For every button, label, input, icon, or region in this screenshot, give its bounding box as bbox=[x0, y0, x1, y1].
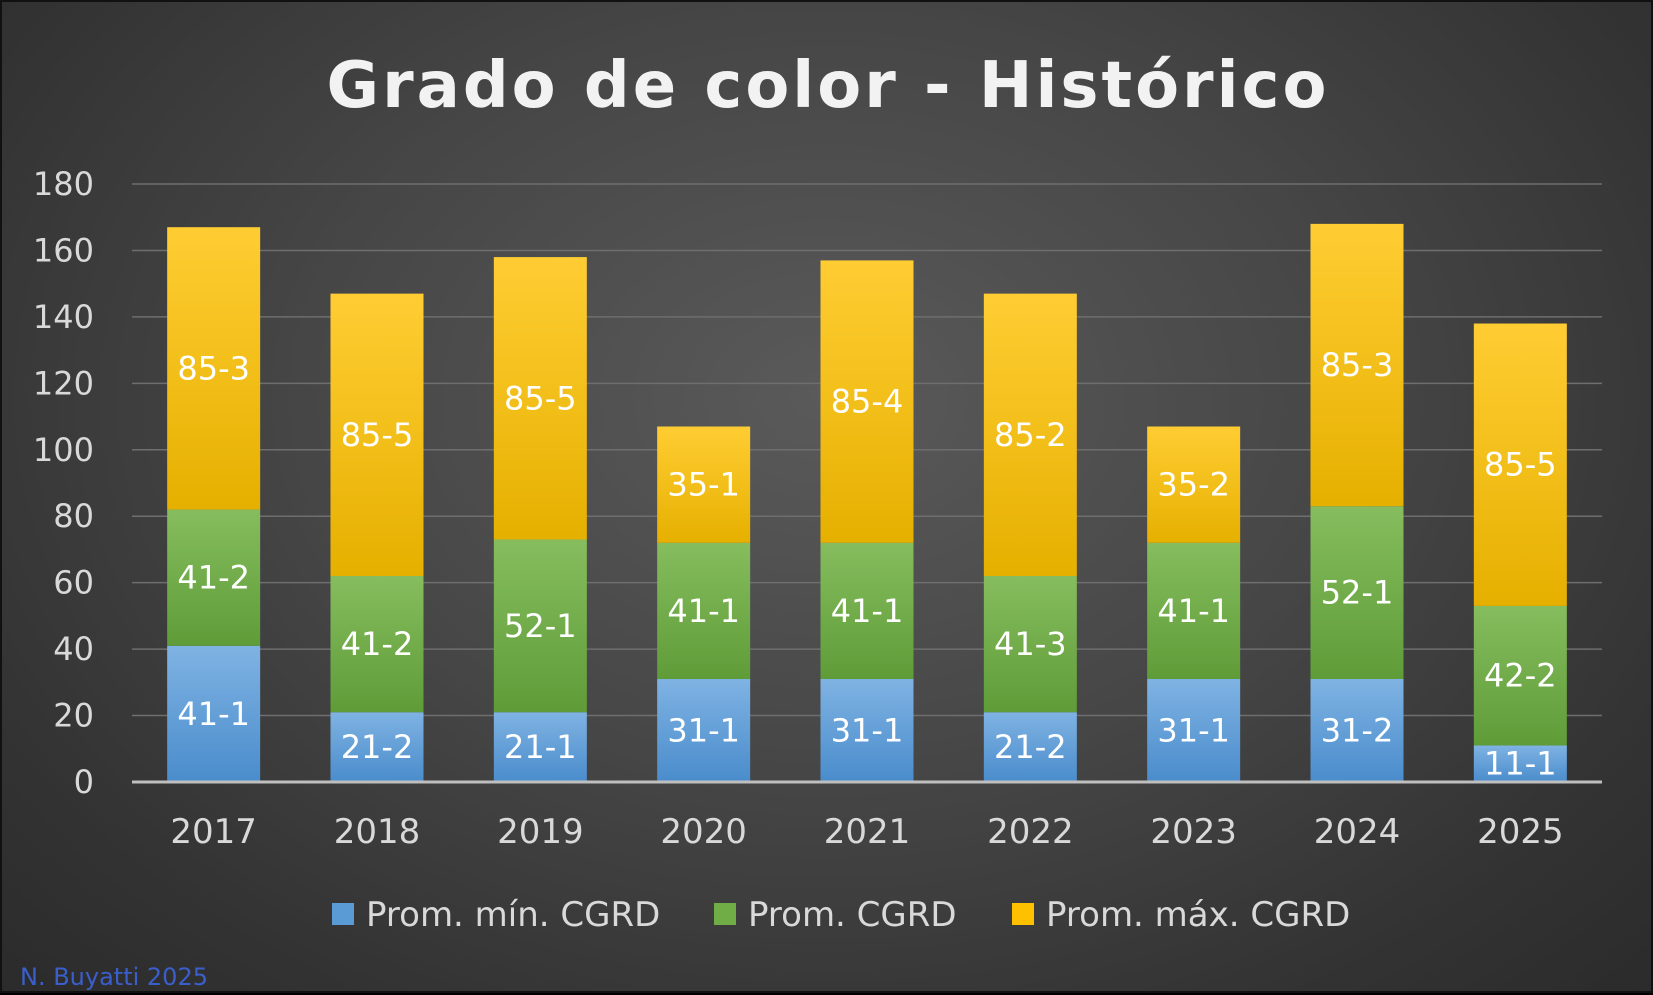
bar-segment bbox=[1147, 542, 1241, 680]
bar-segment bbox=[1310, 223, 1404, 507]
data-label: 31-1 bbox=[831, 712, 904, 750]
bar-segment bbox=[167, 227, 261, 510]
y-tick-label: 180 bbox=[33, 165, 94, 203]
data-label: 35-1 bbox=[667, 466, 740, 504]
x-tick-label: 2019 bbox=[497, 812, 584, 852]
bar-segment bbox=[330, 712, 424, 782]
data-label: 85-5 bbox=[1484, 446, 1557, 484]
bar-segment bbox=[820, 542, 914, 680]
data-label: 85-2 bbox=[994, 416, 1067, 454]
author-credit: N. Buyatti 2025 bbox=[20, 963, 208, 991]
bar-segment bbox=[1310, 679, 1404, 782]
x-axis-ticks: 2017 2018 2019 2020 2021 2022 2023 2024 2025 bbox=[170, 812, 1563, 852]
bar-segment bbox=[493, 539, 587, 713]
x-tick-label: 2021 bbox=[824, 812, 911, 852]
legend-swatch bbox=[714, 903, 736, 925]
data-label: 41-1 bbox=[1157, 592, 1230, 630]
bar-segment bbox=[820, 679, 914, 782]
legend: Prom. mín. CGRD Prom. CGRD Prom. máx. CGRD bbox=[332, 895, 1350, 935]
data-label: 41-1 bbox=[667, 592, 740, 630]
data-label: 35-2 bbox=[1157, 466, 1230, 504]
legend-label: Prom. mín. CGRD bbox=[366, 895, 660, 935]
data-label: 41-1 bbox=[177, 695, 250, 733]
data-label: 11-1 bbox=[1484, 745, 1557, 783]
y-tick-label: 140 bbox=[33, 298, 94, 336]
x-tick-label: 2020 bbox=[660, 812, 747, 852]
y-tick-label: 120 bbox=[33, 364, 94, 402]
data-label: 31-2 bbox=[1321, 712, 1394, 750]
data-label: 21-1 bbox=[504, 728, 577, 766]
bar-segment bbox=[1147, 426, 1241, 543]
bar-segment bbox=[1473, 605, 1567, 746]
bar-segment bbox=[1310, 506, 1404, 680]
data-label: 31-1 bbox=[1157, 712, 1230, 750]
y-tick-label: 20 bbox=[53, 697, 94, 735]
data-label: 41-2 bbox=[341, 625, 414, 663]
bar-segment bbox=[330, 576, 424, 713]
bar-segment bbox=[167, 509, 261, 646]
bar-segment bbox=[493, 712, 587, 782]
bar-segment bbox=[820, 260, 914, 543]
data-label: 41-2 bbox=[177, 559, 250, 597]
bars bbox=[167, 223, 1567, 782]
legend-label: Prom. CGRD bbox=[748, 895, 957, 935]
bar-segment bbox=[1473, 323, 1567, 606]
x-tick-label: 2025 bbox=[1477, 812, 1564, 852]
bar-segment bbox=[983, 576, 1077, 713]
data-label: 85-3 bbox=[177, 349, 250, 387]
legend-swatch bbox=[1012, 903, 1034, 925]
x-tick-label: 2023 bbox=[1150, 812, 1237, 852]
data-label: 31-1 bbox=[667, 712, 740, 750]
data-label: 52-1 bbox=[1321, 574, 1394, 612]
data-label: 85-4 bbox=[831, 383, 904, 421]
bar-segment bbox=[657, 679, 751, 782]
y-axis-ticks: 0 20 40 60 80 100 120 140 160 180 bbox=[33, 165, 94, 801]
chart-title: Grado de color - Histórico bbox=[327, 49, 1330, 123]
data-labels: 41-1 41-2 85-3 21-2 41-2 85-5 21-1 52-1 85-5 31-1… bbox=[177, 346, 1556, 783]
bar-segment bbox=[167, 645, 261, 782]
bar-segment bbox=[983, 712, 1077, 782]
data-label: 42-2 bbox=[1484, 657, 1557, 695]
x-tick-label: 2024 bbox=[1314, 812, 1401, 852]
bar-segment bbox=[657, 542, 751, 680]
bar-segment bbox=[1147, 679, 1241, 782]
x-tick-label: 2018 bbox=[334, 812, 421, 852]
y-tick-label: 160 bbox=[33, 231, 94, 269]
bar-segment bbox=[1473, 745, 1567, 782]
data-label: 85-3 bbox=[1321, 346, 1394, 384]
data-label: 21-2 bbox=[994, 728, 1067, 766]
y-tick-label: 80 bbox=[53, 497, 94, 535]
y-tick-label: 40 bbox=[53, 630, 94, 668]
y-tick-label: 0 bbox=[74, 763, 94, 801]
legend-label: Prom. máx. CGRD bbox=[1046, 895, 1350, 935]
bar-segment bbox=[657, 426, 751, 543]
y-tick-label: 60 bbox=[53, 564, 94, 602]
bar-segment bbox=[983, 293, 1077, 577]
bar-segment bbox=[330, 293, 424, 577]
data-label: 21-2 bbox=[341, 728, 414, 766]
data-label: 41-1 bbox=[831, 592, 904, 630]
data-label: 85-5 bbox=[504, 379, 577, 417]
x-tick-label: 2017 bbox=[170, 812, 257, 852]
y-tick-label: 100 bbox=[33, 431, 94, 469]
data-label: 85-5 bbox=[341, 416, 414, 454]
bar-segment bbox=[493, 257, 587, 540]
legend-swatch bbox=[332, 903, 354, 925]
x-tick-label: 2022 bbox=[987, 812, 1074, 852]
data-label: 52-1 bbox=[504, 607, 577, 645]
data-label: 41-3 bbox=[994, 625, 1067, 663]
